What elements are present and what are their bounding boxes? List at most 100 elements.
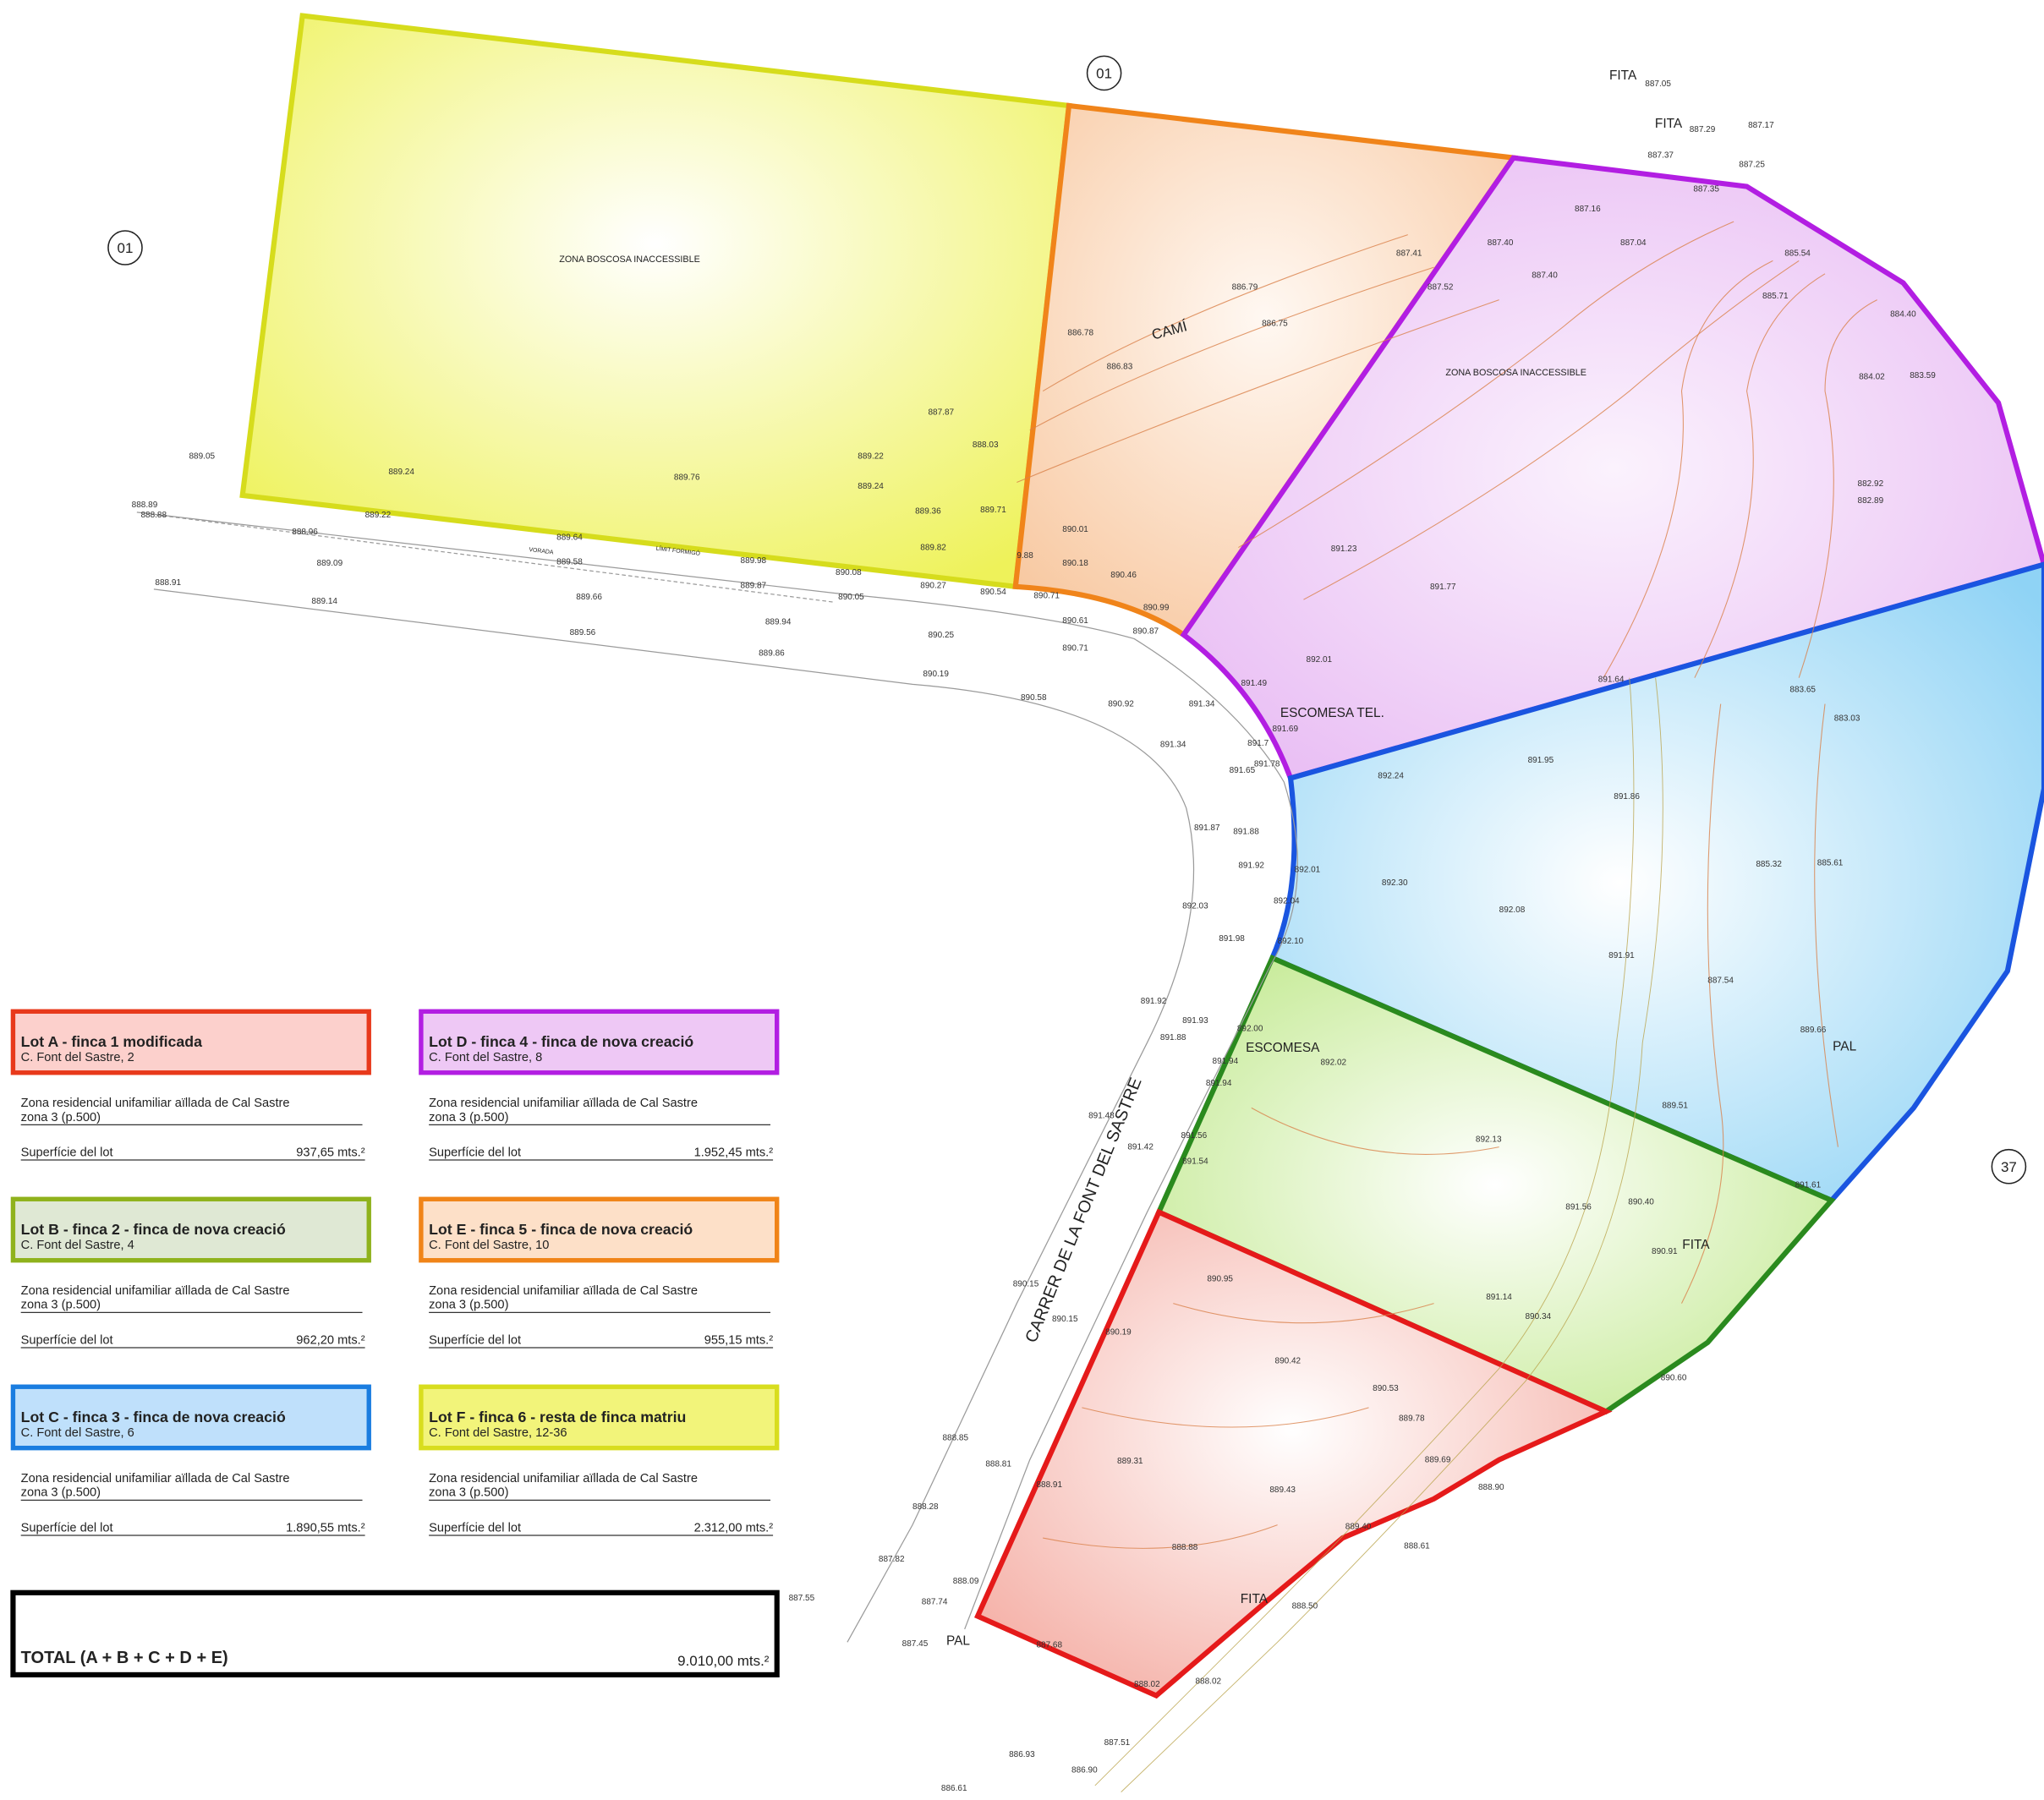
spot-elevation: 890.27 bbox=[920, 581, 946, 590]
lot-zone: zona 3 (p.500) bbox=[21, 1486, 101, 1500]
spot-elevation: 890.92 bbox=[1108, 700, 1134, 709]
map-label: ESCOMESA TEL. bbox=[1280, 706, 1384, 720]
spot-elevation: 888.28 bbox=[912, 1502, 939, 1512]
spot-elevation: 891.78 bbox=[1254, 760, 1280, 769]
spot-elevation: 890.05 bbox=[838, 593, 864, 602]
spot-elevation: 891.69 bbox=[1272, 725, 1298, 734]
lot-address: C. Font del Sastre, 8 bbox=[429, 1051, 542, 1064]
spot-elevation: 892.01 bbox=[1295, 865, 1321, 874]
spot-elevation: 888.88 bbox=[140, 511, 167, 520]
spot-elevation: 891.92 bbox=[1238, 862, 1264, 871]
spot-elevation: 889.82 bbox=[920, 544, 946, 553]
spot-elevation: 887.41 bbox=[1396, 249, 1422, 258]
map-label: FITA bbox=[1609, 68, 1637, 83]
spot-elevation: 891.61 bbox=[1795, 1180, 1822, 1190]
spot-elevation: 890.54 bbox=[980, 588, 1006, 597]
spot-elevation: 892.13 bbox=[1476, 1135, 1502, 1144]
spot-elevation: 889.24 bbox=[858, 482, 884, 491]
spot-elevation: 890.71 bbox=[1062, 643, 1088, 653]
spot-elevation: 887.68 bbox=[1036, 1641, 1062, 1650]
spot-elevation: 887.25 bbox=[1739, 160, 1765, 169]
spot-elevation: 891.64 bbox=[1598, 675, 1625, 684]
lot-area: 2.312,00 mts.² bbox=[694, 1521, 774, 1535]
site-plan: TOTAL (A + B + C + D + E) 9.010,00 mts.²… bbox=[0, 0, 2044, 1800]
spot-elevation: 887.04 bbox=[1620, 238, 1647, 248]
spot-elevation: 891.7 bbox=[1247, 739, 1269, 748]
spot-elevation: 887.37 bbox=[1647, 151, 1674, 161]
spot-elevation: 890.15 bbox=[1013, 1280, 1039, 1289]
spot-elevation: 885.61 bbox=[1817, 859, 1844, 868]
spot-elevation: 888.96 bbox=[292, 528, 318, 537]
lot-zone: zona 3 (p.500) bbox=[429, 1486, 508, 1500]
spot-elevation: 887.05 bbox=[1645, 79, 1671, 89]
spot-elevation: 887.87 bbox=[929, 408, 955, 417]
lot-area: 937,65 mts.² bbox=[296, 1146, 364, 1159]
spot-elevation: 890.34 bbox=[1526, 1312, 1552, 1321]
lot-title: Lot F - finca 6 - resta de finca matriu bbox=[429, 1409, 686, 1425]
lot-zone: zona 3 (p.500) bbox=[21, 1299, 101, 1312]
lot-zone: Zona residencial unifamiliar aïllada de … bbox=[429, 1284, 698, 1298]
spot-elevation: 892.24 bbox=[1378, 771, 1404, 780]
spot-elevation: 891.95 bbox=[1528, 756, 1554, 765]
lot-zone: Zona residencial unifamiliar aïllada de … bbox=[21, 1284, 290, 1298]
lot-zone: Zona residencial unifamiliar aïllada de … bbox=[21, 1472, 290, 1485]
lot-area-label: Superfície del lot bbox=[429, 1333, 521, 1347]
spot-elevation: 890.08 bbox=[836, 568, 862, 577]
map-label: ESCOMESA bbox=[1246, 1041, 1320, 1055]
lot-address: C. Font del Sastre, 2 bbox=[21, 1051, 134, 1064]
page: { "map": { "parcel_numbers": ["01", "01"… bbox=[0, 0, 2044, 1800]
lot-area: 1.952,45 mts.² bbox=[694, 1146, 774, 1159]
spot-elevation: 891.54 bbox=[1182, 1157, 1208, 1167]
spot-elevation: 892.03 bbox=[1182, 902, 1208, 911]
lot-title: Lot B - finca 2 - finca de nova creació bbox=[21, 1221, 286, 1238]
lot-address: C. Font del Sastre, 6 bbox=[21, 1426, 134, 1440]
spot-elevation: 888.90 bbox=[1478, 1483, 1504, 1492]
spot-elevation: 889.76 bbox=[674, 473, 700, 482]
parcel-number: 37 bbox=[2001, 1159, 2017, 1175]
spot-elevation: 888.91 bbox=[155, 578, 181, 588]
spot-elevation: 890.95 bbox=[1207, 1274, 1233, 1283]
spot-elevation: 888.81 bbox=[985, 1459, 1011, 1469]
spot-elevation: 891.86 bbox=[1614, 792, 1640, 802]
lot-zone: zona 3 (p.500) bbox=[429, 1111, 508, 1124]
spot-elevation: 891.94 bbox=[1206, 1079, 1232, 1088]
lot-area: 955,15 mts.² bbox=[704, 1333, 773, 1347]
spot-elevation: 888.85 bbox=[942, 1433, 968, 1442]
spot-elevation: 889.14 bbox=[311, 597, 337, 606]
spot-elevation: 883.65 bbox=[1789, 686, 1816, 695]
spot-elevation: 890.61 bbox=[1062, 616, 1088, 626]
spot-elevation: 890.25 bbox=[929, 631, 955, 640]
spot-elevation: 887.29 bbox=[1690, 125, 1716, 134]
spot-elevation: 887.51 bbox=[1104, 1738, 1131, 1748]
lot-zone: Zona residencial unifamiliar aïllada de … bbox=[429, 1472, 698, 1485]
spot-elevation: 890.42 bbox=[1275, 1356, 1301, 1365]
spot-elevation: 888.61 bbox=[1404, 1541, 1430, 1551]
spot-elevation: 886.79 bbox=[1232, 282, 1258, 292]
spot-elevation: 884.40 bbox=[1890, 310, 1916, 320]
map-label: FITA bbox=[1655, 117, 1683, 131]
total-label: TOTAL (A + B + C + D + E) bbox=[21, 1649, 228, 1667]
spot-elevation: 891.94 bbox=[1213, 1057, 1239, 1066]
spot-elevation: 889.51 bbox=[1662, 1101, 1688, 1110]
spot-elevation: 889.58 bbox=[556, 558, 583, 567]
lot-title: Lot C - finca 3 - finca de nova creació bbox=[21, 1409, 286, 1425]
parcel-number: 01 bbox=[118, 240, 134, 256]
spot-elevation: 887.55 bbox=[789, 1594, 815, 1603]
spot-elevation: 892.00 bbox=[1237, 1024, 1263, 1033]
lot-zone: zona 3 (p.500) bbox=[429, 1299, 508, 1312]
spot-elevation: 889.31 bbox=[1117, 1457, 1143, 1466]
lot-area-label: Superfície del lot bbox=[21, 1146, 113, 1159]
spot-elevation: 889.87 bbox=[741, 581, 767, 590]
spot-elevation: 887.40 bbox=[1532, 271, 1558, 280]
spot-elevation: 887.16 bbox=[1575, 205, 1601, 214]
spot-elevation: 891.88 bbox=[1160, 1033, 1186, 1042]
spot-elevation: 887.45 bbox=[902, 1639, 929, 1649]
spot-elevation: 890.91 bbox=[1652, 1247, 1678, 1256]
spot-elevation: 891.92 bbox=[1141, 997, 1167, 1006]
spot-elevation: 890.87 bbox=[1133, 626, 1159, 636]
spot-elevation: 891.34 bbox=[1189, 700, 1215, 709]
spot-elevation: 891.93 bbox=[1182, 1016, 1208, 1026]
spot-elevation: 883.59 bbox=[1910, 371, 1936, 380]
total-value: 9.010,00 mts.² bbox=[677, 1653, 770, 1669]
spot-elevation: 885.54 bbox=[1784, 249, 1811, 258]
